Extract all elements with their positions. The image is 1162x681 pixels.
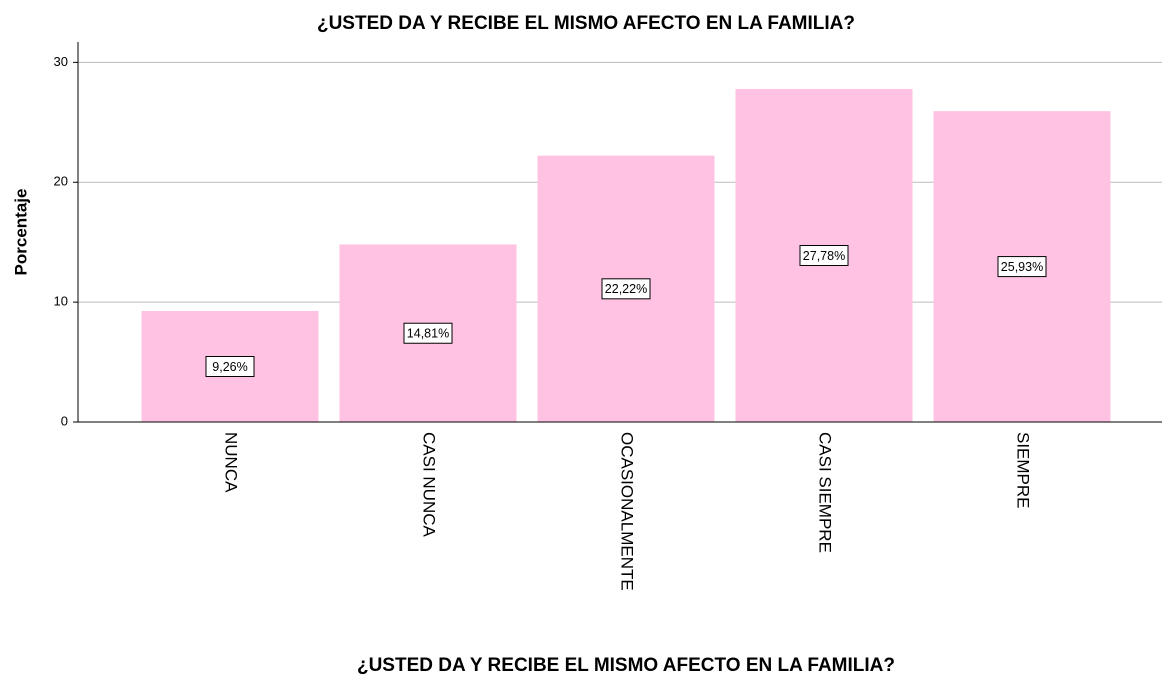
y-tick-label: 0 bbox=[61, 413, 68, 428]
value-label-box bbox=[403, 322, 453, 344]
x-tick-label: CASI NUNCA bbox=[420, 432, 439, 538]
x-tick-label: NUNCA bbox=[222, 432, 241, 493]
value-label-box bbox=[997, 256, 1047, 278]
y-axis-label: Porcentaje bbox=[11, 189, 30, 276]
x-tick-label: OCASIONALMENTE bbox=[618, 432, 637, 591]
value-label: 27,78% bbox=[803, 249, 845, 263]
x-tick-label: CASI SIEMPRE bbox=[816, 432, 835, 553]
y-tick-label: 10 bbox=[54, 294, 68, 309]
y-tick-label: 30 bbox=[54, 54, 68, 69]
value-label-box bbox=[601, 278, 651, 300]
value-label: 9,26% bbox=[212, 360, 247, 374]
value-label-box bbox=[205, 355, 255, 377]
x-tick-label: SIEMPRE bbox=[1014, 432, 1033, 509]
value-label: 25,93% bbox=[1001, 260, 1043, 274]
x-axis-label: ¿USTED DA Y RECIBE EL MISMO AFECTO EN LA… bbox=[357, 655, 895, 676]
value-label: 14,81% bbox=[407, 327, 449, 341]
y-tick-label: 20 bbox=[54, 174, 68, 189]
value-label-box bbox=[799, 244, 849, 266]
value-label: 22,22% bbox=[605, 282, 647, 296]
chart-title: ¿USTED DA Y RECIBE EL MISMO AFECTO EN LA… bbox=[317, 13, 855, 34]
